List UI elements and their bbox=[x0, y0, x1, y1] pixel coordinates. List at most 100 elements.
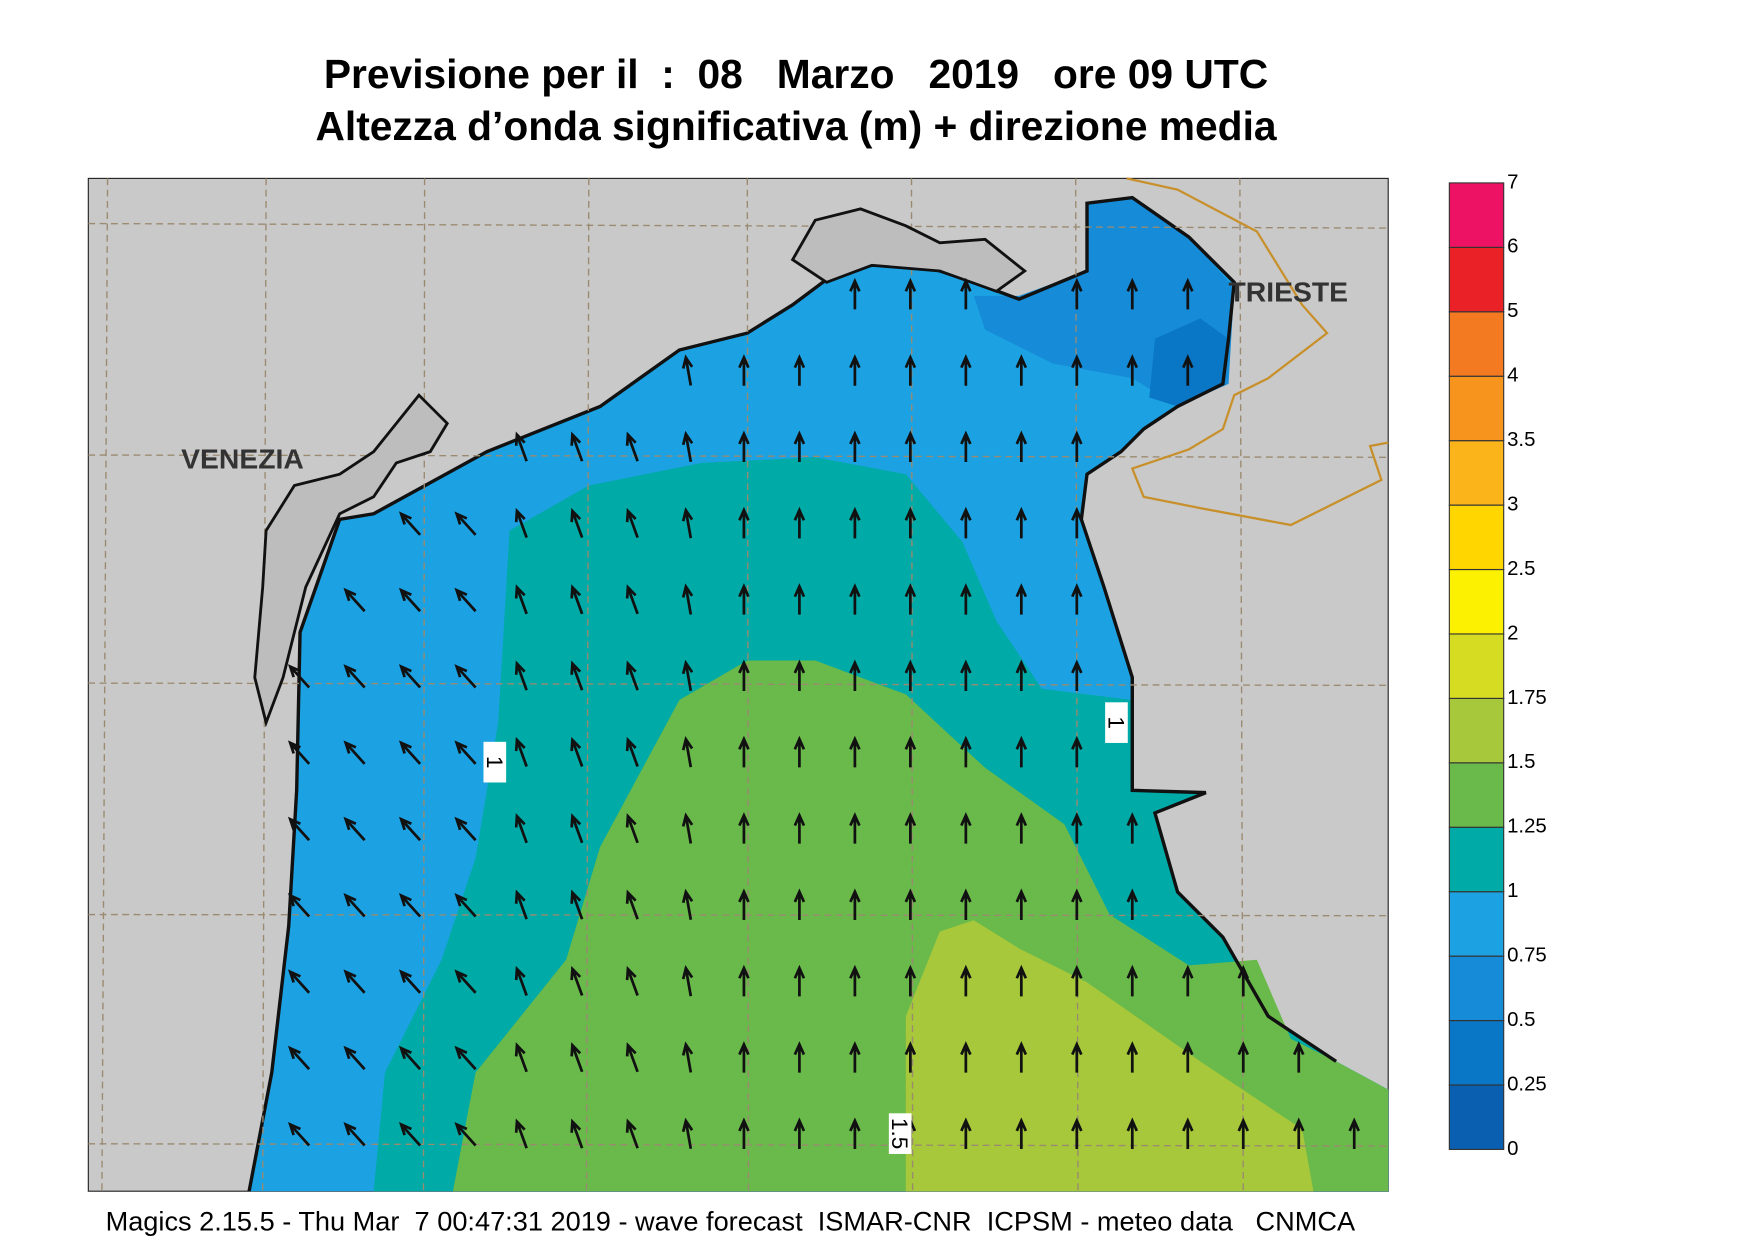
direction-arrow bbox=[454, 1045, 477, 1071]
colorbar-tick-label: 0.25 bbox=[1507, 1073, 1547, 1095]
direction-arrow bbox=[454, 511, 477, 536]
direction-arrow bbox=[514, 1118, 528, 1149]
direction-arrow bbox=[960, 430, 972, 463]
colorbar-tick-label: 5 bbox=[1507, 300, 1518, 322]
contour-label: 1.5 bbox=[887, 1113, 912, 1154]
direction-arrow bbox=[1071, 735, 1083, 768]
colorbar-bin bbox=[1448, 891, 1505, 957]
direction-arrow bbox=[398, 1122, 422, 1147]
direction-arrow bbox=[681, 583, 694, 615]
direction-arrow bbox=[1071, 1041, 1083, 1073]
direction-arrow bbox=[343, 816, 366, 842]
direction-arrow bbox=[904, 1041, 917, 1073]
direction-arrow bbox=[570, 736, 584, 767]
direction-arrow bbox=[849, 506, 861, 539]
direction-arrow bbox=[793, 583, 806, 615]
direction-arrow bbox=[1015, 888, 1028, 920]
contour-label: 1 bbox=[482, 741, 507, 783]
direction-arrow bbox=[849, 964, 861, 997]
direction-arrow bbox=[625, 431, 639, 462]
direction-arrow bbox=[343, 1045, 366, 1071]
direction-arrow bbox=[738, 964, 750, 997]
direction-arrow bbox=[793, 430, 806, 463]
direction-arrow bbox=[398, 664, 422, 689]
colorbar-tick-label: 3.5 bbox=[1507, 429, 1535, 451]
direction-arrow bbox=[681, 430, 694, 463]
direction-arrow bbox=[1015, 430, 1028, 463]
direction-arrow bbox=[287, 664, 311, 689]
direction-arrow bbox=[1071, 812, 1083, 844]
direction-arrow bbox=[570, 889, 584, 920]
colorbar-bin bbox=[1448, 1019, 1505, 1086]
direction-arrow bbox=[570, 507, 584, 539]
direction-arrow bbox=[904, 277, 917, 310]
colorbar-tick-label: 2 bbox=[1507, 622, 1518, 644]
direction-arrow bbox=[904, 812, 917, 844]
graticule bbox=[88, 178, 1389, 1192]
direction-arrow bbox=[849, 430, 861, 463]
direction-arrow bbox=[960, 1041, 972, 1073]
direction-arrow bbox=[454, 740, 477, 765]
colorbar-bin bbox=[1448, 182, 1505, 248]
direction-arrow bbox=[514, 507, 528, 539]
direction-arrow bbox=[343, 587, 366, 613]
direction-arrow bbox=[570, 660, 584, 691]
direction-arrow bbox=[1015, 354, 1028, 386]
direction-arrow bbox=[904, 735, 917, 768]
direction-arrow bbox=[1182, 277, 1194, 310]
direction-arrow bbox=[625, 889, 639, 920]
colorbar-tick-label: 1.5 bbox=[1507, 751, 1535, 773]
direction-arrow bbox=[454, 1122, 477, 1147]
colorbar-tick-label: 1 bbox=[1507, 880, 1518, 902]
direction-arrow bbox=[738, 506, 750, 539]
direction-arrow bbox=[1071, 277, 1083, 310]
direction-arrow bbox=[625, 813, 639, 844]
direction-arrow bbox=[681, 888, 694, 921]
direction-arrow bbox=[1126, 354, 1139, 386]
direction-arrow bbox=[793, 812, 806, 844]
direction-arrow bbox=[1071, 430, 1083, 463]
colorbar-tick-label: 1.75 bbox=[1507, 687, 1547, 709]
contour-label-box bbox=[483, 741, 507, 783]
direction-arrow bbox=[1071, 659, 1083, 692]
direction-arrow bbox=[625, 507, 639, 539]
direction-arrow bbox=[849, 1041, 861, 1073]
direction-arrow bbox=[625, 1118, 639, 1149]
direction-arrow bbox=[1015, 1041, 1028, 1073]
direction-arrow bbox=[1237, 1117, 1250, 1149]
direction-arrow bbox=[793, 659, 806, 692]
direction-arrow bbox=[1071, 354, 1083, 386]
colorbar-tick-label: 1.25 bbox=[1507, 816, 1547, 838]
direction-arrow bbox=[1015, 506, 1028, 539]
direction-arrow bbox=[960, 888, 972, 920]
subtitle: Altezza d’onda significativa (m) + direz… bbox=[315, 103, 1276, 149]
direction-arrow bbox=[1182, 1041, 1194, 1073]
colorbar-bin bbox=[1448, 1084, 1505, 1150]
direction-arrow bbox=[793, 964, 806, 997]
direction-arrow bbox=[1237, 964, 1250, 997]
direction-arrow bbox=[1015, 659, 1028, 692]
coastline bbox=[247, 195, 1338, 1192]
colorbar-tick-label: 0.75 bbox=[1507, 945, 1547, 967]
direction-arrow bbox=[1182, 1117, 1194, 1149]
direction-arrow bbox=[570, 1042, 584, 1073]
direction-arrow bbox=[681, 736, 694, 768]
colorbar-bin bbox=[1448, 311, 1505, 377]
direction-arrow bbox=[1015, 583, 1028, 615]
border bbox=[1126, 177, 1389, 527]
colorbar-bin bbox=[1448, 440, 1505, 506]
direction-arrow bbox=[570, 584, 584, 615]
direction-arrow bbox=[625, 660, 639, 691]
direction-arrow bbox=[1071, 964, 1083, 997]
colorbar-bin bbox=[1448, 826, 1505, 893]
direction-arrow bbox=[738, 659, 750, 692]
contour-label: 1 bbox=[1104, 702, 1129, 743]
direction-arrow bbox=[738, 430, 750, 463]
direction-arrow bbox=[287, 740, 311, 765]
direction-arrow bbox=[960, 659, 972, 692]
direction-arrow bbox=[1126, 1117, 1139, 1149]
direction-arrow bbox=[681, 354, 694, 386]
direction-arrow bbox=[904, 506, 917, 539]
colorbar-tick-label: 4 bbox=[1507, 365, 1518, 387]
contour-label-text: 1.5 bbox=[887, 1118, 912, 1149]
